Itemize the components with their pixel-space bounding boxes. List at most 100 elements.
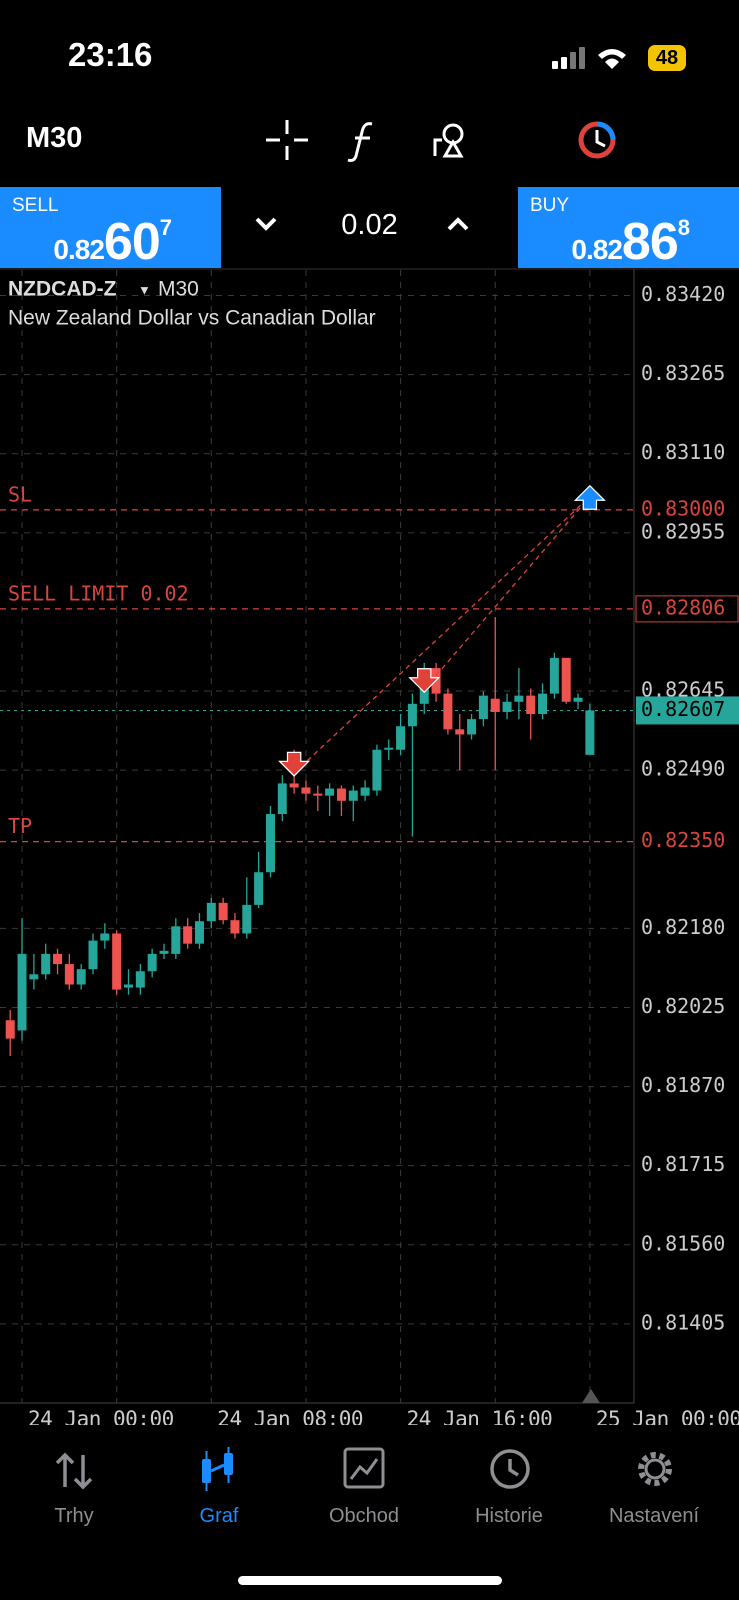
candle-body bbox=[348, 790, 358, 801]
buy-price-prefix: 0.82 bbox=[571, 234, 622, 265]
sell-button[interactable]: SELL 0.82607 bbox=[0, 187, 221, 271]
candle-body bbox=[514, 695, 524, 702]
level-name: SELL LIMIT 0.02 bbox=[8, 581, 189, 605]
candle-body bbox=[549, 657, 559, 694]
candle-body bbox=[29, 974, 39, 980]
timeframe-button[interactable]: M30 bbox=[26, 122, 83, 154]
candle-body bbox=[135, 971, 145, 988]
x-tick-label: 24 Jan 08:00 bbox=[217, 1407, 363, 1425]
y-tick-label: 0.81715 bbox=[641, 1152, 725, 1176]
candle-body bbox=[502, 701, 512, 712]
candle-body bbox=[64, 964, 74, 985]
candle-body bbox=[490, 698, 500, 712]
symbol-description: New Zealand Dollar vs Canadian Dollar bbox=[8, 307, 376, 330]
tab-label: Trhy bbox=[54, 1505, 94, 1527]
candle-body bbox=[183, 926, 193, 944]
candle-body bbox=[384, 747, 394, 750]
candle-body bbox=[313, 793, 323, 796]
candle-body bbox=[585, 710, 595, 755]
candle-body bbox=[112, 933, 122, 990]
buy-button[interactable]: BUY 0.82868 bbox=[518, 187, 739, 271]
candle-body bbox=[265, 814, 275, 873]
candle-body bbox=[301, 787, 311, 794]
candle-body bbox=[5, 1020, 15, 1039]
candle-body bbox=[277, 783, 287, 815]
buy-price: 0.82868 bbox=[571, 212, 690, 272]
last-price-label: 0.82607 bbox=[641, 697, 725, 721]
candle-body bbox=[159, 950, 169, 954]
candle-body bbox=[325, 788, 335, 796]
candle-body bbox=[467, 719, 477, 735]
tab-label: Historie bbox=[475, 1505, 543, 1527]
level-name: TP bbox=[8, 814, 32, 838]
trade-link bbox=[293, 496, 591, 774]
candle-body bbox=[289, 783, 299, 788]
chart-timeframe: M30 bbox=[158, 278, 199, 301]
x-tick-label: 24 Jan 16:00 bbox=[407, 1407, 553, 1425]
y-tick-label: 0.83265 bbox=[641, 361, 725, 385]
buy-price-big: 86 bbox=[621, 213, 679, 271]
y-tick-label: 0.81870 bbox=[641, 1073, 725, 1097]
sell-price-prefix: 0.82 bbox=[53, 234, 104, 265]
candle-body bbox=[407, 703, 417, 727]
volume-down[interactable] bbox=[251, 213, 281, 237]
candle-body bbox=[478, 695, 488, 720]
svg-text:▼: ▼ bbox=[138, 282, 151, 297]
tab-icon bbox=[55, 1452, 93, 1490]
buy-price-small: 8 bbox=[677, 215, 690, 240]
toolbar-icons bbox=[266, 120, 616, 162]
candle-body bbox=[561, 657, 571, 702]
tab-label: Nastavení bbox=[608, 1505, 700, 1527]
candle-body bbox=[171, 926, 181, 954]
y-tick-label: 0.81405 bbox=[641, 1310, 725, 1334]
sell-price: 0.82607 bbox=[53, 212, 172, 272]
tab-label: Graf bbox=[199, 1505, 239, 1527]
sell-price-small: 7 bbox=[159, 215, 172, 240]
symbol[interactable]: NZDCAD-Z bbox=[8, 278, 117, 301]
level-label-bg bbox=[636, 828, 738, 855]
candle-body bbox=[573, 697, 583, 702]
volume[interactable]: 0.02 bbox=[341, 209, 398, 241]
y-tick-label: 0.82490 bbox=[641, 757, 725, 781]
candle-body bbox=[124, 984, 133, 988]
x-tick-label: 25 Jan 00:00 bbox=[596, 1407, 739, 1425]
candle-body bbox=[194, 921, 204, 944]
level-price: 0.82350 bbox=[641, 828, 725, 852]
chart: 0.834200.832650.831100.829550.826450.824… bbox=[0, 268, 739, 1425]
tab-icon bbox=[202, 1447, 233, 1491]
home-indicator bbox=[238, 1576, 502, 1585]
candle-body bbox=[218, 902, 228, 921]
x-tick-label: 24 Jan 00:00 bbox=[28, 1407, 174, 1425]
volume-up[interactable] bbox=[443, 213, 473, 237]
tab-icon bbox=[490, 1449, 530, 1489]
tab-icon bbox=[343, 1447, 385, 1489]
candle-body bbox=[41, 953, 51, 975]
status-time: 23:16 bbox=[68, 36, 153, 73]
y-tick-label: 0.82180 bbox=[641, 915, 725, 939]
level-price: 0.83000 bbox=[641, 496, 725, 520]
y-tick-label: 0.82955 bbox=[641, 519, 725, 543]
candle-body bbox=[230, 920, 240, 934]
level-price: 0.82806 bbox=[641, 595, 725, 619]
sell-price-big: 60 bbox=[103, 213, 161, 271]
y-tick-label: 0.83420 bbox=[641, 282, 725, 306]
trade-arrow bbox=[573, 484, 606, 510]
candle-body bbox=[360, 787, 370, 796]
candle-body bbox=[147, 953, 157, 972]
candle-body bbox=[206, 902, 216, 922]
candle-body bbox=[372, 749, 382, 791]
level-label-bg bbox=[635, 595, 739, 623]
candle-body bbox=[88, 940, 98, 970]
candle-body bbox=[76, 969, 86, 985]
candle-body bbox=[455, 729, 465, 735]
candle-body bbox=[254, 872, 264, 905]
tab-label: Obchod bbox=[328, 1505, 400, 1527]
volume-panel: 0.02 bbox=[221, 187, 518, 268]
buy-label: BUY bbox=[530, 195, 570, 216]
y-tick-label: 0.82025 bbox=[641, 994, 725, 1018]
candle-body bbox=[336, 788, 346, 801]
candle-body bbox=[242, 904, 252, 934]
candle-body bbox=[443, 693, 453, 730]
scroll-marker bbox=[582, 1389, 600, 1403]
